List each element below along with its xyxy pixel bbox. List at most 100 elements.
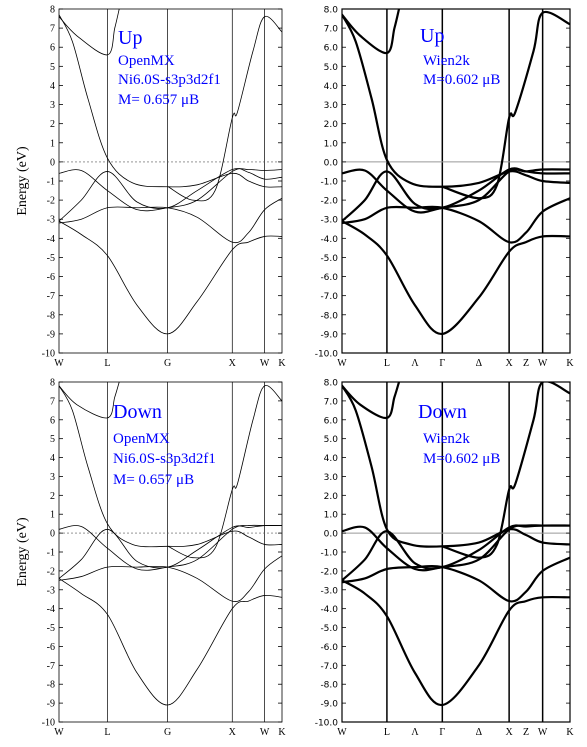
y-tick-label: -6.0 (320, 643, 338, 653)
annotation-text: OpenMX (118, 53, 175, 69)
annotation-text: M= 0.657 μB (118, 92, 199, 108)
band-line (59, 14, 282, 188)
spin-label: Down (418, 401, 467, 423)
x-tick-label: W (54, 727, 64, 738)
y-tick-label: -8.0 (320, 311, 338, 321)
y-tick-label: -4.0 (320, 235, 338, 245)
x-tick-label: G (164, 358, 171, 369)
x-tick-label: W (54, 358, 64, 369)
band-line (59, 9, 120, 56)
y-tick-label: -5.0 (320, 254, 338, 264)
y-tick-label: -3.0 (320, 586, 338, 596)
x-tick-label: X (229, 358, 237, 369)
y-tick-label: -8 (47, 680, 55, 691)
y-tick-label: -4 (47, 234, 55, 245)
y-axis-label: Energy (eV) (15, 517, 30, 587)
y-tick-label: 7 (50, 396, 55, 407)
spin-label: Up (118, 27, 142, 49)
y-tick-label: -6.0 (320, 273, 338, 283)
y-tick-label: 0.0 (324, 158, 339, 168)
y-tick-label: 5.0 (324, 435, 339, 445)
y-tick-label: 0.0 (324, 530, 339, 540)
y-tick-label: 3.0 (324, 101, 339, 111)
y-tick-label: 8 (50, 378, 55, 389)
y-tick-label: 7.0 (324, 397, 339, 407)
annotation-text: M= 0.657 μB (113, 472, 194, 488)
x-tick-label: W (538, 358, 548, 369)
y-tick-label: -9.0 (320, 700, 338, 710)
spin-label: Up (420, 25, 444, 47)
x-tick-label: Γ (439, 727, 445, 738)
y-tick-label: 3 (50, 100, 55, 111)
y-tick-label: 1.0 (324, 139, 339, 149)
y-tick-label: -3 (47, 215, 55, 226)
x-tick-label: K (278, 727, 286, 738)
x-tick-label: L (104, 358, 110, 369)
x-tick-label: W (337, 358, 347, 369)
y-tick-label: 8 (50, 5, 55, 16)
annotation-text: OpenMX (113, 431, 170, 447)
band-line (59, 382, 120, 419)
band-line (342, 382, 401, 420)
y-tick-label: 1 (50, 138, 55, 149)
band-line (59, 385, 282, 548)
band-line (342, 556, 570, 603)
y-tick-label: -4.0 (320, 605, 338, 615)
y-tick-label: 5 (50, 62, 55, 73)
band-line (342, 220, 570, 335)
x-tick-label: Λ (411, 358, 419, 369)
band-line (59, 555, 282, 602)
y-tick-label: -9 (47, 699, 55, 710)
y-tick-label: -2 (47, 566, 55, 577)
band-line (342, 579, 570, 707)
y-tick-label: 1.0 (324, 511, 339, 521)
y-tick-label: 8.0 (324, 379, 339, 389)
panel-wien2k-up: 8.0 7.0 6.0 5.0 4.0 3.0 2.0 1.0 0.0 -1.0 -2.0 -3.0 -… (315, 6, 575, 370)
x-tick-label: X (506, 727, 514, 738)
annotation-text: Ni6.0S-s3p3d2f1 (113, 451, 216, 467)
y-tick-label: -1 (47, 177, 55, 188)
y-tick-label: -1.0 (320, 549, 338, 559)
y-tick-label: 5 (50, 434, 55, 445)
y-tick-label: 4 (50, 453, 55, 464)
y-tick-label: 1 (50, 510, 55, 521)
y-tick-label: -2.0 (320, 197, 338, 207)
x-tick-label: Z (523, 727, 529, 738)
y-tick-label: -2.0 (320, 567, 338, 577)
y-tick-label: -10 (42, 349, 55, 360)
y-tick-label: -10.0 (315, 350, 339, 360)
y-tick-label: -6 (47, 272, 55, 283)
y-tick-label: 2.0 (324, 120, 339, 130)
x-tick-label: L (384, 358, 390, 369)
y-tick-label: -9 (47, 329, 55, 340)
y-tick-label: 3.0 (324, 473, 339, 483)
y-tick-label: 3 (50, 472, 55, 483)
x-tick-label: W (538, 727, 548, 738)
x-tick-label: K (566, 358, 574, 369)
y-tick-label: 2.0 (324, 492, 339, 502)
x-tick-label: Γ (439, 358, 445, 369)
y-tick-label: -7.0 (320, 292, 338, 302)
y-tick-label: -5.0 (320, 624, 338, 634)
y-tick-label: 6 (50, 43, 55, 54)
y-tick-label: -2 (47, 196, 55, 207)
y-tick-label: -8.0 (320, 681, 338, 691)
x-tick-label: Λ (411, 727, 419, 738)
y-axis-label: Energy (eV) (15, 146, 30, 216)
y-tick-label: 8.0 (324, 6, 339, 16)
band-line (342, 167, 570, 223)
band-line (59, 197, 282, 244)
x-tick-label: Δ (476, 727, 483, 738)
band-line (342, 197, 570, 244)
annotation-text: M=0.602 μB (423, 451, 500, 467)
annotation-text: Wien2k (423, 431, 470, 447)
y-tick-label: 6.0 (324, 416, 339, 426)
x-tick-label: Z (523, 358, 529, 369)
y-tick-label: -1.0 (320, 178, 338, 188)
plot-frame (58, 381, 283, 723)
panel-wien2k-down: 8.0 7.0 6.0 5.0 4.0 3.0 2.0 1.0 0.0 -1.0 -2.0 -3.0 -… (315, 379, 575, 739)
y-tick-label: 0 (50, 529, 55, 540)
band-line (342, 9, 401, 55)
y-tick-label: 0 (50, 157, 55, 168)
